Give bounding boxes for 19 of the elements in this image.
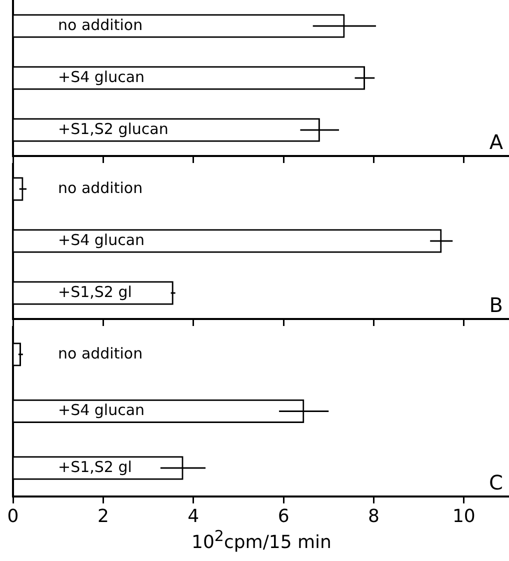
- y-tick-label: no addition: [58, 178, 143, 197]
- x-tick-label: 6: [278, 506, 290, 527]
- x-tick-label: 2: [97, 506, 109, 527]
- x-tick-label: 10: [452, 506, 476, 527]
- y-tick-label: +S1,S2 gl: [58, 458, 132, 476]
- y-tick-label: +S4 glucan: [58, 401, 145, 420]
- y-tick-label: +S1,S2 gl: [58, 282, 132, 301]
- y-tick-label: +S1,S2 glucan: [58, 120, 168, 138]
- x-tick-label: 8: [368, 506, 380, 527]
- y-tick-label: +S4 glucan: [58, 68, 145, 86]
- x-tick-label: 4: [188, 506, 200, 527]
- text: A: [489, 130, 504, 154]
- y-tick-label: no addition: [58, 16, 143, 34]
- text: C: [489, 470, 503, 495]
- y-tick-label: no addition: [58, 344, 143, 362]
- x-axis-title: 10$^{2}$cpm/15 min: [190, 527, 332, 553]
- x-tick-label: 0: [7, 506, 19, 527]
- y-tick-label: +S4 glucan: [58, 230, 145, 249]
- text: B: [489, 293, 503, 318]
